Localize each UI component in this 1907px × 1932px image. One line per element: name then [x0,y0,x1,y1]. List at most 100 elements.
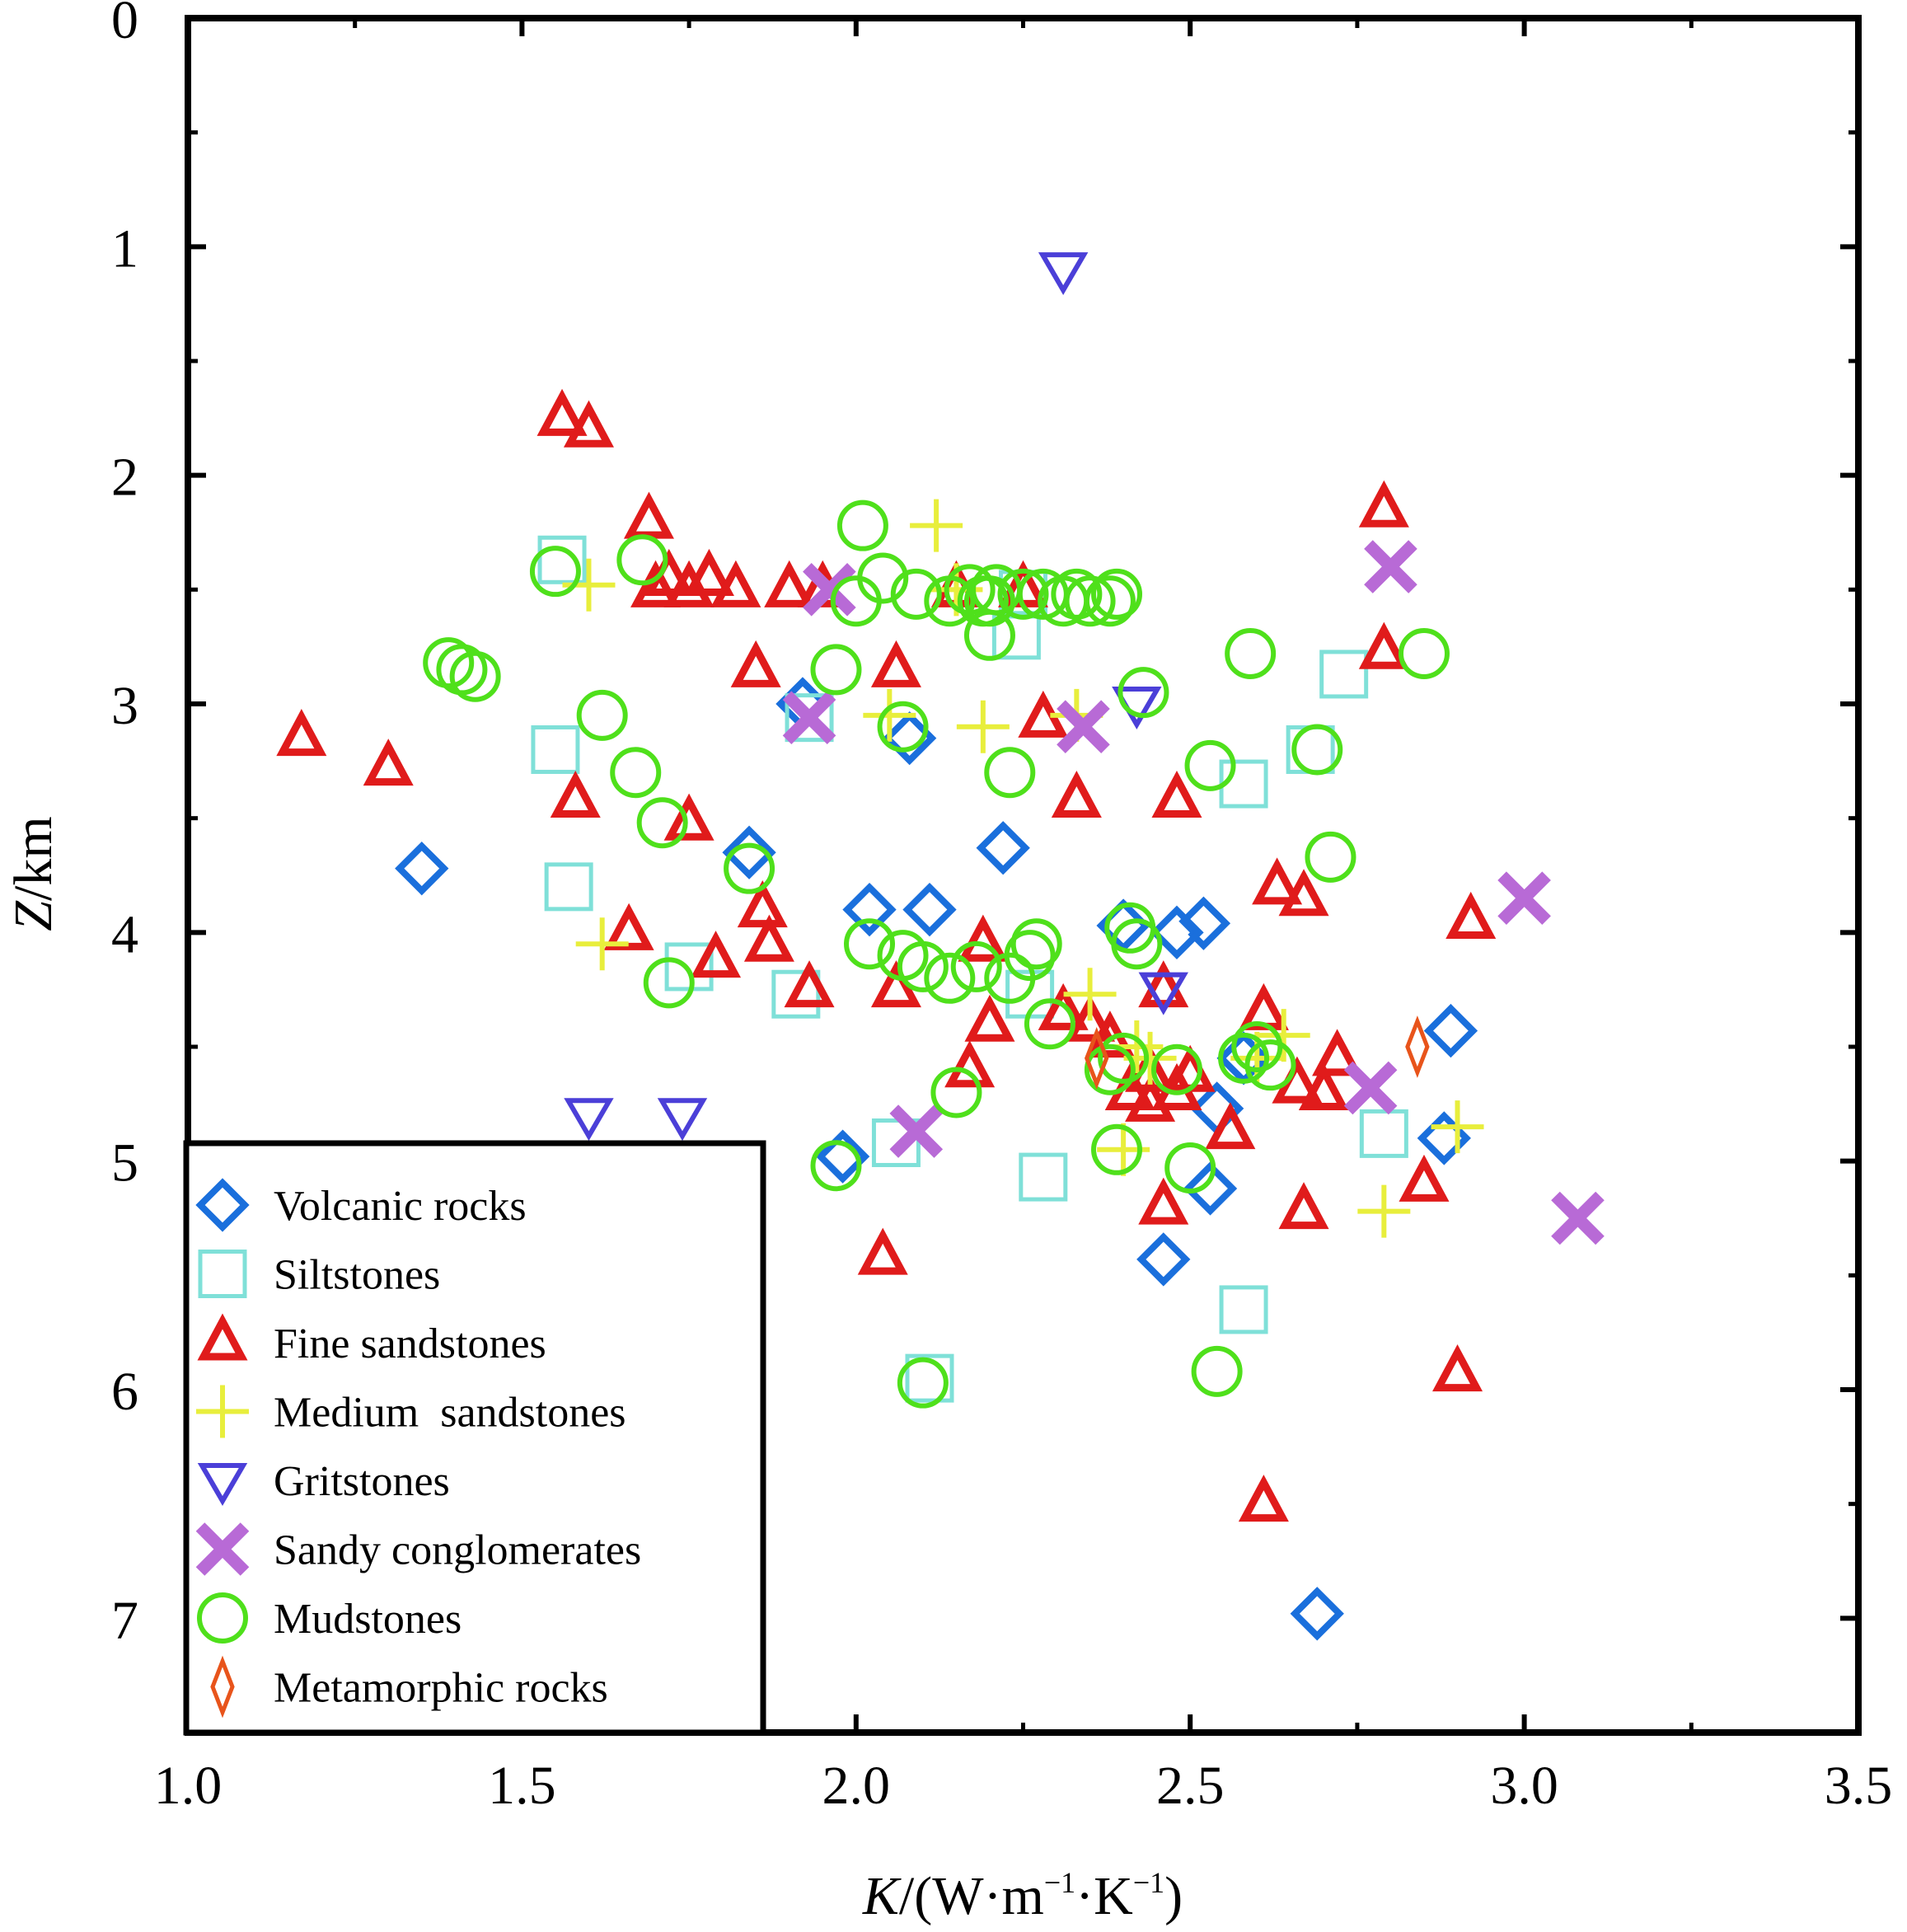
y-tick-label: 5 [111,1133,138,1193]
data-point [636,797,688,849]
data-point [1085,1026,1109,1090]
x-tick-label: 1.5 [488,1756,556,1816]
data-point [771,969,821,1019]
data-point [616,534,668,586]
data-point [857,1227,908,1275]
data-point [997,568,1049,620]
data-point [991,611,1041,660]
data-point [1004,930,1056,982]
plot-markers-layer [276,252,1605,1641]
data-point [603,903,654,950]
data-point [743,914,794,962]
data-point [1278,1182,1329,1230]
data-point [897,1357,949,1409]
data-point [1405,1015,1430,1078]
data-point [544,862,593,912]
data-point [1399,1154,1450,1202]
data-point [1136,1232,1191,1287]
data-point [803,563,856,617]
data-point [1319,649,1369,699]
ticks-layer: 1.0 1.5 2.0 2.5 3.0 3.5 0 1 2 3 4 5 6 7 [111,0,1892,1816]
data-point [1298,1062,1349,1110]
data-point [1091,568,1143,620]
data-point [1038,982,1089,1030]
data-point [576,689,628,741]
data-point [810,644,862,696]
x-tick-label: 2.5 [1156,1756,1225,1816]
data-point [562,558,616,612]
data-point [623,491,674,539]
series-metamorphic-rocks [1085,1015,1430,1090]
data-point [363,739,414,786]
data-point [710,560,761,607]
data-point [963,609,1015,661]
data-point [1184,739,1236,791]
x-axis-title-italic: K [862,1866,902,1926]
data-point [663,793,715,841]
data-point [944,1040,996,1088]
data-point [1432,1344,1483,1392]
legend-label: Sandy conglomerates [274,1527,641,1574]
data-point [810,1140,862,1192]
data-point [1423,1003,1478,1058]
y-tick-label: 4 [111,904,138,964]
data-point [1117,667,1169,719]
data-point [1191,1345,1243,1397]
data-point [877,701,929,753]
legend-marker [195,1522,250,1576]
data-point [657,1098,708,1142]
x-tick-label: 3.5 [1825,1756,1893,1816]
y-axis-title: Z/km [3,816,63,931]
data-point [1038,252,1089,296]
data-point [1358,480,1409,528]
data-point [1205,1102,1256,1150]
data-point [643,957,695,1009]
data-point [1051,770,1102,818]
y-tick-label: 6 [111,1362,138,1422]
legend-label: Mudstones [274,1596,462,1643]
data-point [1357,1184,1411,1238]
data-point [1244,1039,1296,1091]
data-point [564,1098,614,1142]
data-point [1150,1043,1202,1095]
data-point [1057,700,1110,754]
series-sandy-conglomerates [782,540,1605,1245]
y-axis-title-italic: Z [3,900,63,931]
data-point [857,552,909,604]
legend-marker [210,1655,235,1719]
legend: Volcanic rocks Siltstones Fine sandstones M… [183,1140,766,1736]
legend-entry-sandy-conglomerates: Sandy conglomerates [195,1522,641,1576]
data-point [976,821,1030,875]
x-tick-label: 2.0 [822,1756,891,1816]
data-point [1019,1152,1068,1202]
data-point [956,700,1010,753]
data-point [1164,1044,1216,1092]
data-point [537,535,587,584]
data-point [963,575,1015,627]
data-point [1252,857,1303,905]
data-point [1291,724,1343,776]
data-point [1312,1029,1363,1076]
data-point [905,1353,954,1403]
data-point [1150,905,1204,959]
legend-entry-mudstones: Mudstones [197,1592,462,1644]
data-point [1290,1587,1344,1641]
data-point [863,688,916,742]
series-gritstones [564,252,1188,1142]
data-point [870,960,921,1008]
legend-box [183,1140,766,1736]
data-point [691,931,742,978]
data-point [1218,1032,1270,1084]
x-axis-title-mid: ·K [1075,1866,1133,1926]
data-point [1305,831,1356,883]
data-point [897,940,949,992]
data-point [958,914,1009,962]
data-point [550,770,601,818]
data-point [1445,891,1497,939]
y-tick-label: 2 [111,448,138,508]
data-point [785,693,834,743]
series-mudstones [423,499,1450,1409]
legend-label: Metamorphic rocks [274,1665,608,1712]
y-tick-label: 1 [111,218,138,279]
data-point [782,691,836,744]
